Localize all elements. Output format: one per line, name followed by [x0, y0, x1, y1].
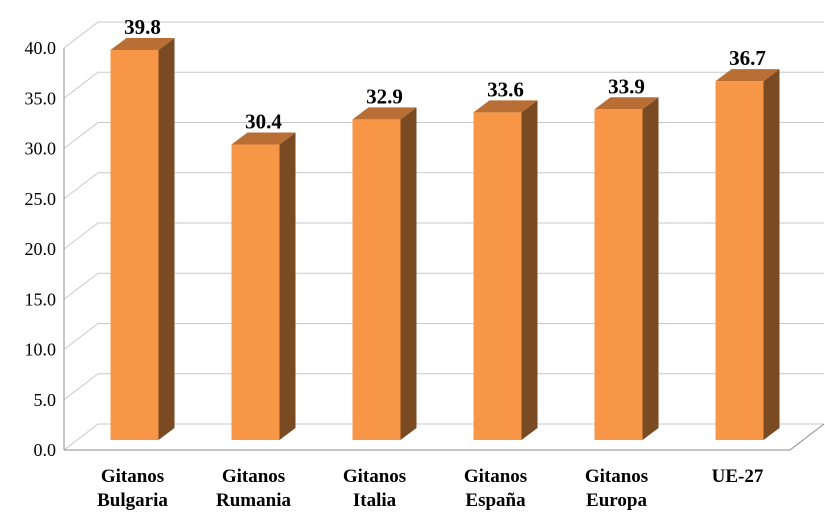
gridline [63, 373, 824, 401]
y-tick-label: 0.0 [34, 440, 57, 460]
x-tick-label: UE-27 [712, 466, 764, 487]
bar [473, 100, 538, 440]
bar-front [110, 50, 159, 440]
data-label: 33.6 [487, 77, 524, 101]
bar [594, 97, 659, 441]
bar-side [521, 100, 538, 440]
gridline [63, 172, 824, 200]
gridline [63, 272, 824, 300]
data-label: 36.7 [729, 46, 766, 70]
gridline [63, 122, 824, 149]
x-tick-label: Gitanos Europa [585, 466, 648, 511]
y-tick-labels: 0.0 5.0 10.0 15.0 20.0 25.0 30.0 35.0 40.0 [25, 38, 57, 460]
y-tick-label: 30.0 [25, 139, 57, 159]
bar-front [352, 119, 401, 440]
bar [231, 132, 296, 441]
gridline [63, 222, 824, 250]
y-tick-label: 5.0 [34, 390, 57, 410]
y-tick-label: 35.0 [25, 88, 57, 108]
data-label: 33.9 [608, 74, 645, 98]
bar-front [231, 144, 280, 441]
bars [110, 38, 780, 441]
axes [63, 48, 825, 451]
bar-side [763, 69, 780, 440]
bar-side [642, 97, 659, 441]
gridline [63, 423, 824, 451]
x-tick-label: Gitanos Bulgaria [97, 466, 168, 511]
y-tick-label: 25.0 [25, 189, 57, 209]
gridline [63, 323, 824, 350]
bar-side [279, 132, 296, 441]
bar-top [473, 100, 538, 113]
bar-top [594, 97, 659, 110]
category-labels: Gitanos Bulgaria Gitanos Rumania Gitanos Ital… [97, 466, 764, 511]
bar-front [715, 81, 764, 440]
bar-top [715, 69, 780, 82]
y-tick-label: 15.0 [25, 289, 57, 309]
x-axis-floor [64, 423, 825, 451]
gridline [63, 71, 824, 99]
x-tick-label: Gitanos Italia [343, 466, 406, 511]
bar [110, 38, 175, 440]
y-tick-label: 40.0 [25, 38, 57, 58]
data-label: 30.4 [245, 109, 282, 133]
bar-front [473, 112, 522, 440]
bar-top [110, 38, 175, 51]
data-label: 39.8 [124, 15, 161, 39]
bar-side [158, 38, 175, 440]
y-tick-label: 20.0 [25, 239, 57, 259]
bar [352, 107, 417, 440]
gridlines [63, 21, 824, 451]
data-labels: 39.8 30.4 32.9 33.6 33.9 36.7 [124, 15, 766, 133]
bar-top [352, 107, 417, 120]
bar-top [231, 132, 296, 145]
bar-front [594, 109, 643, 441]
x-tick-label: Gitanos España [464, 466, 527, 511]
bar [715, 69, 780, 440]
bar-side [400, 107, 417, 440]
gridline [63, 21, 824, 49]
y-tick-label: 10.0 [25, 340, 57, 360]
data-label: 32.9 [366, 84, 403, 108]
x-tick-label: Gitanos Rumania [216, 466, 291, 511]
